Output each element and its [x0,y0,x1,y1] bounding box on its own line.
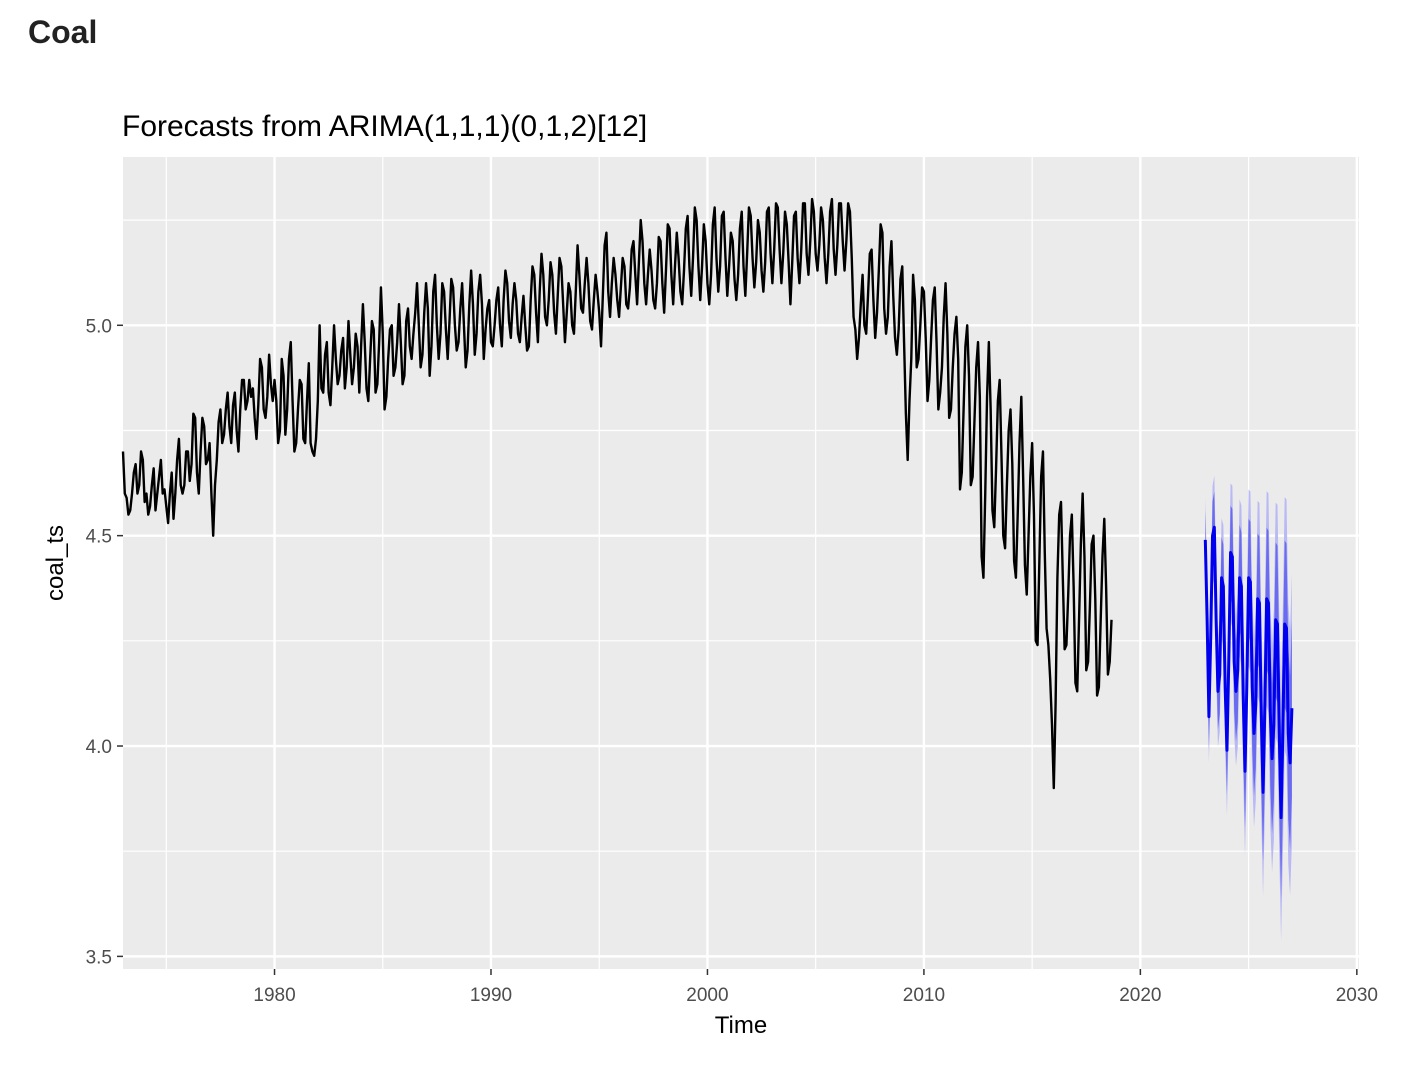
x-tick-label: 2010 [903,985,945,1006]
x-tick-label: 1990 [470,985,512,1006]
axes: 1980 1990 2000 2010 2020 2030 3.5 4.0 4.5 5.0 [86,316,1378,1006]
section-heading: Coal [28,14,98,50]
y-tick-label: 3.5 [86,947,112,968]
x-tick-label: 2030 [1336,985,1378,1006]
forecast-line [1203,525,1294,820]
series-lines [121,197,1294,820]
y-tick-label: 5.0 [86,316,112,337]
x-tick-label: 2000 [686,985,728,1006]
history-line [121,197,1113,790]
x-tick-label: 1980 [253,985,295,1006]
y-tick-label: 4.0 [86,737,112,758]
chart-title: Forecasts from ARIMA(1,1,1)(0,1,2)[12] [122,110,647,143]
x-tick-label: 2020 [1119,985,1161,1006]
y-axis-label: coal_ts [42,525,69,601]
plot-panel [123,157,1359,969]
x-axis-label: Time [715,1012,767,1039]
y-tick-label: 4.5 [86,527,112,548]
